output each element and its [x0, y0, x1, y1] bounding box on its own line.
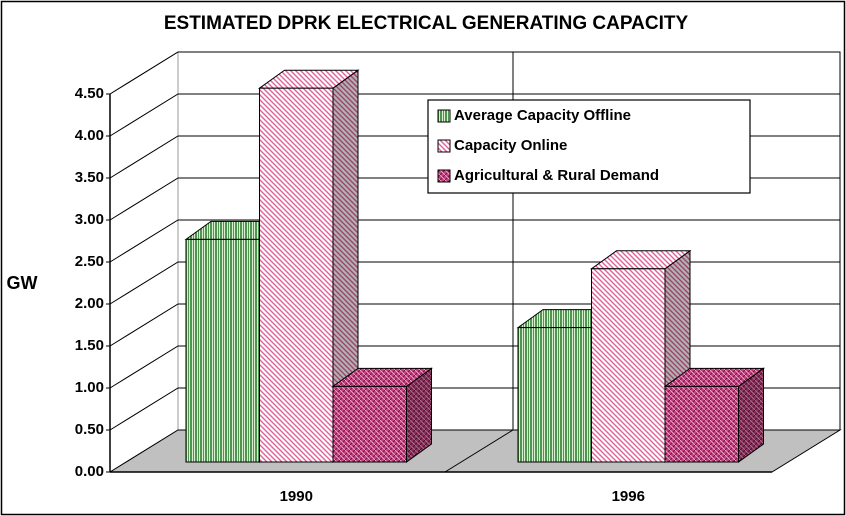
y-tick-label: 0.50 — [75, 421, 104, 438]
y-axis-label: GW — [7, 273, 38, 293]
legend-swatch — [437, 139, 451, 153]
y-tick-label: 4.00 — [75, 127, 104, 144]
bar — [663, 367, 766, 463]
bar-side-shade — [406, 368, 432, 462]
legend-label: Agricultural & Rural Demand — [454, 167, 659, 184]
legend-label: Capacity Online — [454, 137, 567, 154]
legend-swatch — [437, 109, 451, 123]
bar-front — [664, 385, 739, 463]
y-tick-label: 2.00 — [75, 295, 104, 312]
bar-front — [591, 268, 666, 463]
x-tick-label: 1996 — [612, 488, 645, 505]
bar — [331, 367, 434, 463]
grid-line — [109, 93, 840, 137]
bar-front — [259, 87, 334, 463]
y-tick-label: 2.50 — [75, 253, 104, 270]
y-tick-label: 0.00 — [75, 463, 104, 480]
grid-line — [109, 219, 840, 263]
y-tick-label: 1.50 — [75, 337, 104, 354]
x-tick-label: 1990 — [280, 488, 313, 505]
bar-front — [185, 238, 260, 463]
bar-side-shade — [738, 368, 764, 462]
bar-front — [332, 385, 407, 463]
grid-line — [109, 51, 840, 95]
bar — [257, 69, 360, 463]
bar-front — [517, 327, 592, 463]
legend — [427, 99, 751, 194]
y-tick-label: 3.00 — [75, 211, 104, 228]
chart-title: ESTIMATED DPRK ELECTRICAL GENERATING CAP… — [164, 13, 689, 34]
category-divider — [444, 429, 514, 473]
y-tick-label: 3.50 — [75, 169, 104, 186]
y-tick-label: 1.00 — [75, 379, 104, 396]
y-tick-label: 4.50 — [75, 85, 104, 102]
legend-swatch — [437, 169, 451, 183]
legend-label: Average Capacity Offline — [454, 107, 631, 124]
bar-side-shade — [333, 70, 358, 462]
